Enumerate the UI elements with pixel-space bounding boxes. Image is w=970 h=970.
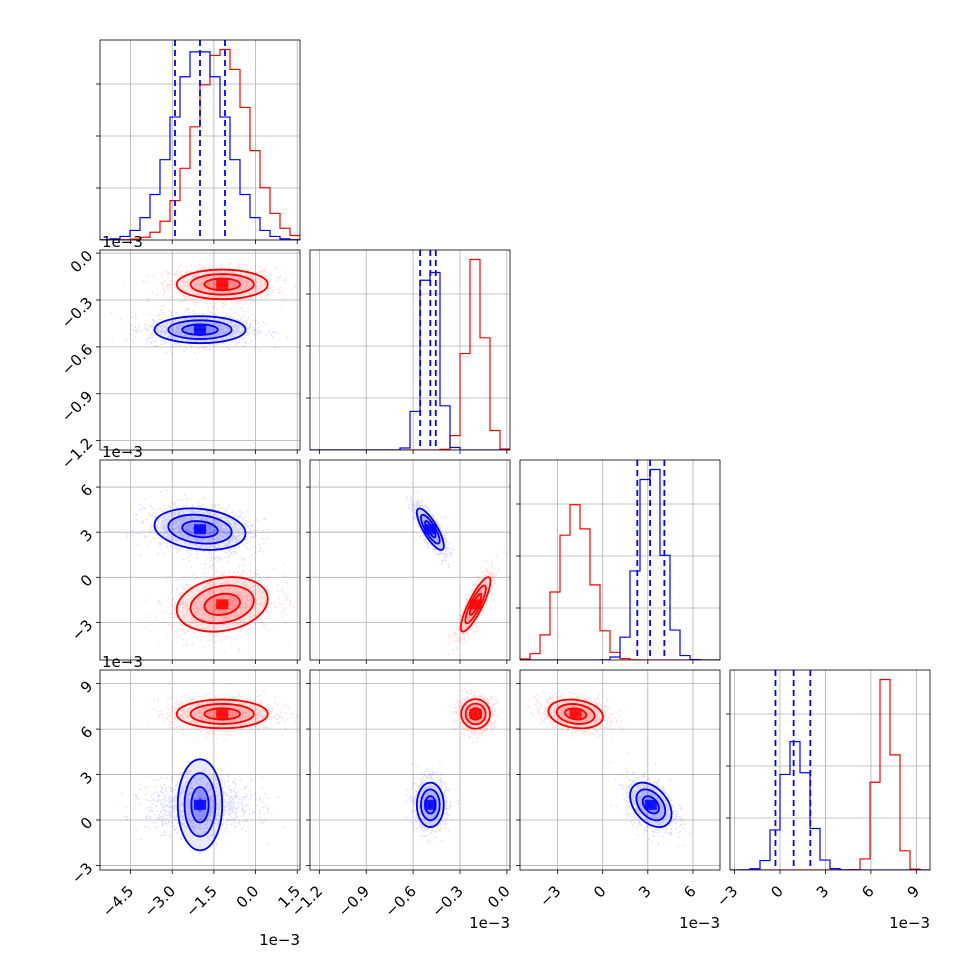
panel-3-1 bbox=[306, 669, 511, 874]
y-tick-label: −1.2 bbox=[58, 434, 96, 472]
density-peak bbox=[469, 599, 482, 610]
y-tick-label: 0.0 bbox=[67, 247, 97, 277]
panel-2-0 bbox=[96, 459, 301, 664]
panel-frame bbox=[309, 669, 511, 871]
y-tick-label: 6 bbox=[77, 481, 96, 500]
x-offset-label: 1e−3 bbox=[889, 914, 930, 932]
density-peak bbox=[194, 799, 206, 810]
y-tick-label: −3 bbox=[68, 616, 96, 644]
panel-frame bbox=[99, 669, 301, 871]
density-peak bbox=[194, 324, 206, 335]
panel-frame bbox=[729, 669, 931, 871]
panel-frame bbox=[99, 249, 301, 451]
panel-body bbox=[527, 681, 692, 848]
panel-frame bbox=[309, 249, 511, 451]
density-peak bbox=[194, 524, 206, 535]
y-tick-label: 0 bbox=[77, 571, 96, 590]
panel-body bbox=[405, 687, 501, 844]
x-tick-label: 6 bbox=[680, 882, 699, 901]
panel-frame bbox=[309, 459, 511, 661]
density-peak bbox=[644, 799, 657, 810]
panel-frame bbox=[519, 459, 721, 661]
panel-body bbox=[405, 482, 508, 656]
scatter-points bbox=[126, 489, 269, 569]
y-tick-label: −0.9 bbox=[58, 387, 96, 425]
panel-body bbox=[109, 255, 297, 355]
x-tick-label: 0.0 bbox=[484, 882, 514, 912]
x-offset-label: 1e−3 bbox=[469, 914, 510, 932]
y-tick-label: −3 bbox=[68, 859, 96, 887]
histogram-blue bbox=[520, 468, 720, 660]
x-tick-label: 3 bbox=[813, 882, 832, 901]
histogram-blue bbox=[730, 741, 930, 870]
y-tick-label: 3 bbox=[77, 768, 96, 787]
density-peak bbox=[424, 799, 437, 810]
x-offset-label: 1e−3 bbox=[259, 931, 300, 949]
density-peak bbox=[216, 708, 229, 719]
panel-body bbox=[126, 489, 300, 653]
x-tick-label: −0.9 bbox=[335, 882, 373, 920]
density-peak bbox=[216, 279, 229, 290]
x-tick-label: −3.0 bbox=[141, 882, 179, 920]
x-tick-label: 0 bbox=[767, 882, 786, 901]
y-offset-label: 1e−3 bbox=[102, 233, 143, 251]
panel-0-0 bbox=[96, 39, 301, 244]
density-peak bbox=[216, 599, 229, 610]
x-tick-label: 3 bbox=[635, 882, 654, 901]
panel-1-1 bbox=[306, 249, 511, 454]
x-tick-label: −3 bbox=[713, 882, 741, 910]
x-tick-label: 6 bbox=[858, 882, 877, 901]
x-tick-label: 0.0 bbox=[233, 882, 263, 912]
x-tick-label: −0.3 bbox=[428, 882, 466, 920]
x-tick-label: −1.5 bbox=[182, 882, 220, 920]
density-peak bbox=[424, 524, 437, 535]
y-tick-label: −0.6 bbox=[58, 341, 96, 379]
density-peak bbox=[469, 708, 482, 719]
density-peak bbox=[569, 708, 582, 719]
panel-2-2 bbox=[516, 459, 721, 664]
panel-body bbox=[121, 683, 299, 852]
panel-frame bbox=[519, 669, 721, 871]
histogram-red bbox=[520, 504, 720, 660]
x-tick-label: −3 bbox=[536, 882, 564, 910]
y-tick-label: 6 bbox=[77, 723, 96, 742]
x-tick-label: −4.5 bbox=[99, 882, 137, 920]
y-tick-label: 9 bbox=[77, 677, 96, 696]
x-tick-label: 0 bbox=[590, 882, 609, 901]
y-tick-label: 0 bbox=[77, 814, 96, 833]
panel-3-0 bbox=[96, 669, 301, 874]
histogram-red bbox=[730, 678, 930, 870]
panel-3-3 bbox=[726, 669, 931, 874]
panel-1-0 bbox=[96, 249, 301, 454]
x-tick-label: −0.6 bbox=[381, 882, 419, 920]
panel-2-1 bbox=[306, 459, 511, 664]
y-offset-label: 1e−3 bbox=[102, 653, 143, 671]
panel-frame bbox=[99, 459, 301, 661]
panel-3-2 bbox=[516, 669, 721, 874]
y-tick-label: 3 bbox=[77, 526, 96, 545]
x-tick-label: 9 bbox=[904, 882, 923, 901]
y-tick-label: −0.3 bbox=[58, 294, 96, 332]
x-offset-label: 1e−3 bbox=[679, 914, 720, 932]
panel-frame bbox=[99, 39, 301, 241]
y-offset-label: 1e−3 bbox=[102, 443, 143, 461]
